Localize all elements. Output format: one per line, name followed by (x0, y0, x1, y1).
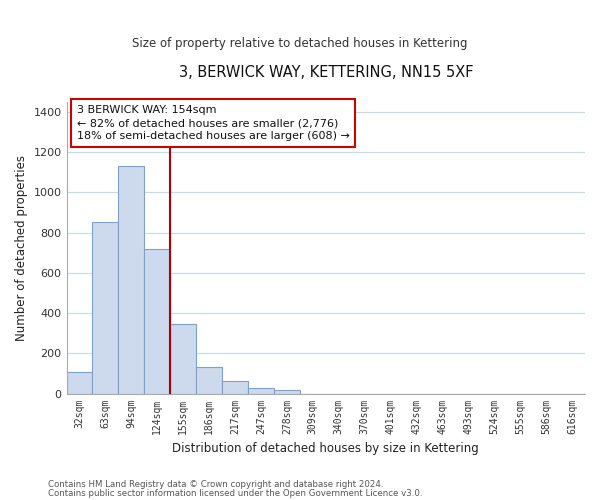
Bar (145, 249, 170, 394)
Text: Contains HM Land Registry data © Crown copyright and database right 2024.: Contains HM Land Registry data © Crown c… (48, 480, 383, 489)
Bar (92, 222, 118, 394)
Text: Contains public sector information licensed under the Open Government Licence v3: Contains public sector information licen… (48, 489, 422, 498)
X-axis label: Distribution of detached houses by size in Kettering: Distribution of detached houses by size … (172, 442, 479, 455)
Bar (274, 390, 300, 394)
Bar (248, 388, 274, 394)
Text: Size of property relative to detached houses in Kettering: Size of property relative to detached ho… (132, 38, 468, 51)
Y-axis label: Number of detached properties: Number of detached properties (15, 155, 28, 341)
Bar (170, 324, 196, 394)
Text: 3 BERWICK WAY: 154sqm
← 82% of detached houses are smaller (2,776)
18% of semi-d: 3 BERWICK WAY: 154sqm ← 82% of detached … (77, 105, 350, 142)
Bar (222, 382, 248, 394)
Title: 3, BERWICK WAY, KETTERING, NN15 5XF: 3, BERWICK WAY, KETTERING, NN15 5XF (179, 65, 473, 80)
Bar (118, 166, 145, 394)
Bar (196, 368, 222, 394)
Bar (67, 372, 92, 394)
